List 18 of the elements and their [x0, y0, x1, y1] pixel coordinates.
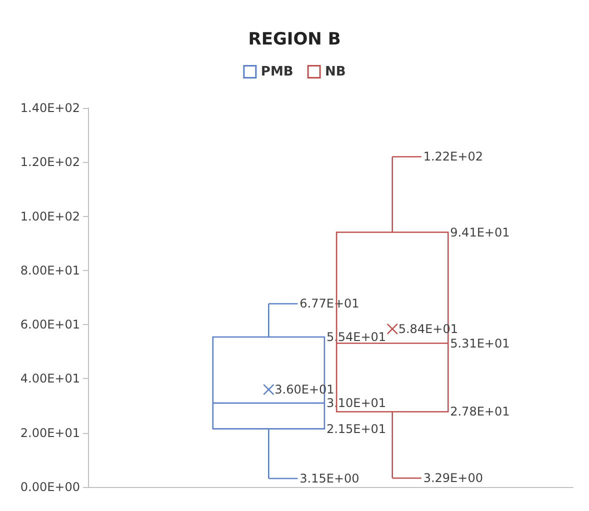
y-tick-label: 1.00E+02 [20, 209, 80, 224]
legend-label: PMB [260, 64, 294, 80]
text: 3.15E+00 [300, 471, 360, 486]
chart-title: REGION B [248, 30, 341, 50]
y-tick-label: 6.00E+01 [20, 318, 80, 332]
legend-label: NB [325, 64, 346, 80]
y-tick-label: 8.00E+01 [20, 263, 80, 278]
text: 2.15E+01 [326, 422, 386, 436]
text: 1.22E+02 [423, 150, 483, 164]
y-tick-label: 2.00E+01 [20, 426, 80, 440]
y-tick-label: 1.20E+02 [20, 155, 80, 170]
text: 2.78E+01 [450, 404, 510, 419]
y-tick-label: 4.00E+01 [20, 372, 80, 386]
text: 5.31E+01 [450, 336, 510, 350]
text: 3.29E+00 [423, 471, 483, 486]
y-tick-label: 0.00E+00 [20, 480, 80, 494]
y-tick-label: 1.40E+02 [20, 101, 80, 115]
text: 9.41E+01 [450, 225, 510, 240]
